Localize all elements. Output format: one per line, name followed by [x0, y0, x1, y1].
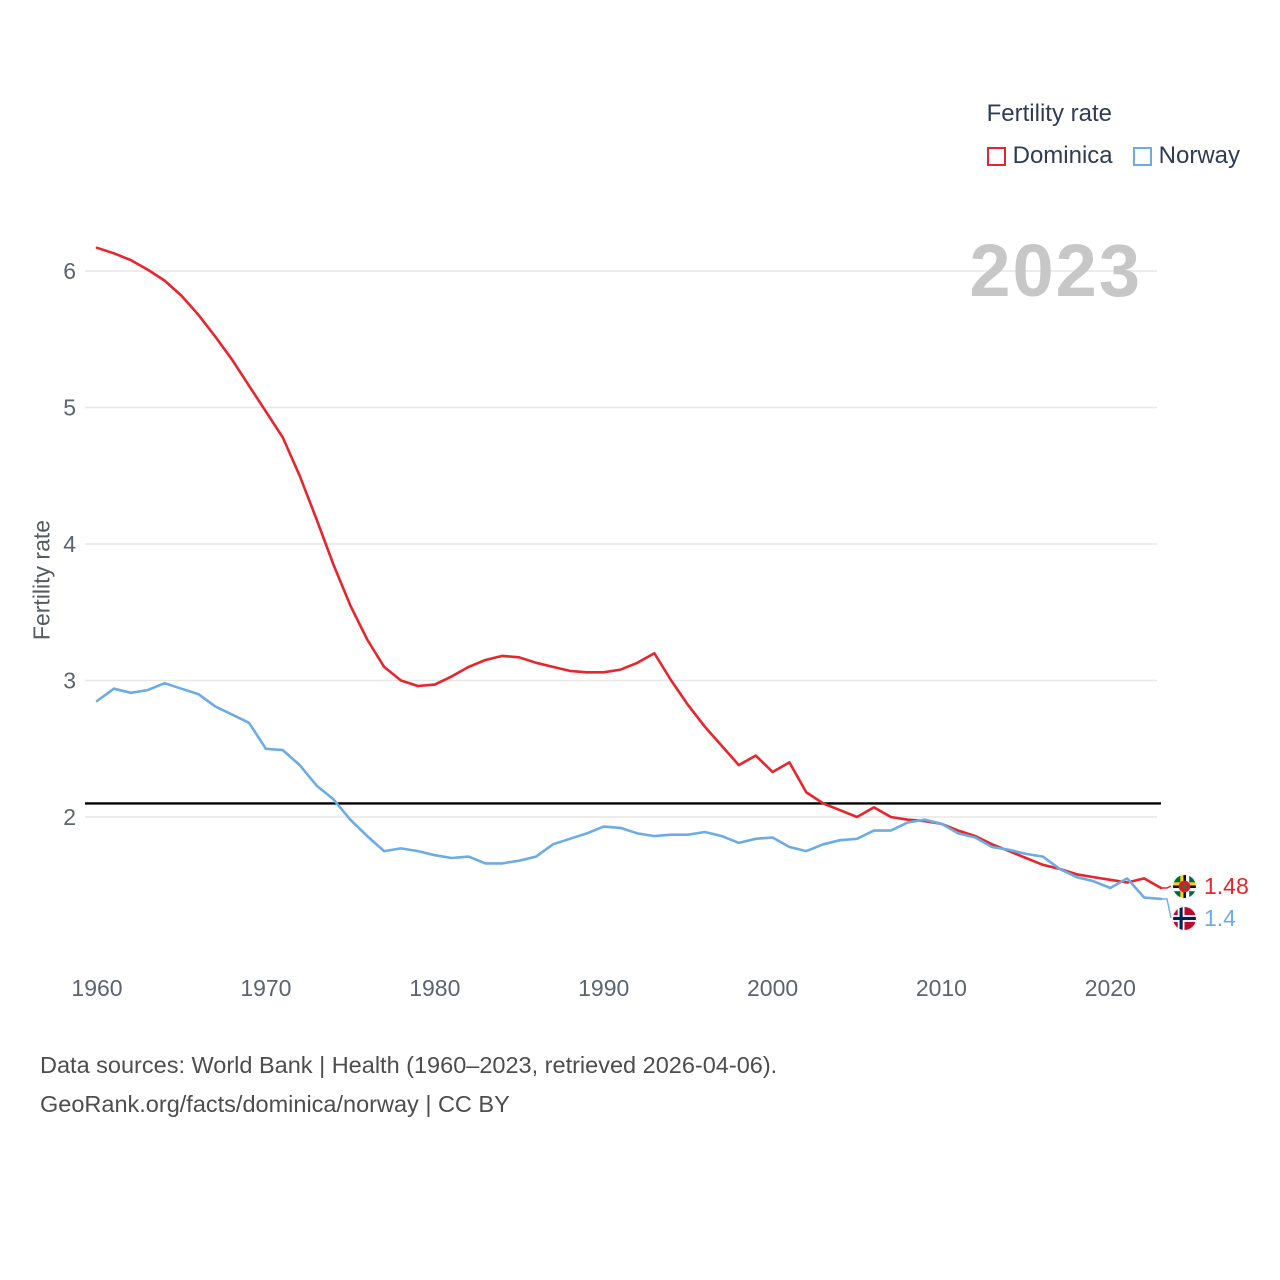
- norway-swatch-icon: [1132, 146, 1152, 166]
- legend-item-dominica: Dominica: [986, 142, 1113, 170]
- norway-flag-icon: [1172, 906, 1197, 931]
- y-tick-label: 5: [63, 395, 76, 421]
- y-axis-ticks: 2 3 4 5 6: [63, 258, 76, 830]
- data-source-footer: Data sources: World Bank | Health (1960–…: [40, 1046, 777, 1124]
- legend-label-dominica: Dominica: [1012, 142, 1113, 169]
- legend-title: Fertility rate: [986, 100, 1112, 127]
- data-source-line: Data sources: World Bank | Health (1960–…: [40, 1052, 778, 1078]
- x-tick-label: 2010: [916, 975, 967, 1001]
- legend-label-norway: Norway: [1158, 142, 1240, 169]
- dominica-swatch-icon: [986, 146, 1006, 166]
- year-watermark: 2023: [969, 229, 1142, 312]
- x-tick-label: 1980: [409, 975, 460, 1001]
- x-tick-label: 2020: [1085, 975, 1136, 1001]
- connector-dominica: [1161, 885, 1172, 889]
- chart-legend: Fertility rate Dominica Norway: [986, 100, 1240, 170]
- fertility-chart-canvas: 2 3 4 5 6 1960 1970 1980 1990 2000 2010 2020: [63, 246, 1172, 1001]
- x-axis-ticks: 1960 1970 1980 1990 2000 2010 2020: [71, 975, 1135, 1001]
- x-tick-label: 1970: [240, 975, 291, 1001]
- x-tick-label: 2000: [747, 975, 798, 1001]
- attribution-line: GeoRank.org/facts/dominica/norway | CC B…: [40, 1091, 510, 1117]
- series-line-dominica: [95, 246, 1163, 890]
- y-axis-title: Fertility rate: [28, 519, 55, 641]
- y-tick-label: 6: [63, 258, 76, 284]
- end-value-norway: 1.4: [1204, 905, 1236, 931]
- legend-items: Dominica Norway: [986, 142, 1240, 170]
- dominica-flag-icon: [1172, 874, 1197, 899]
- end-label-dominica: 1.48: [1172, 873, 1249, 900]
- y-tick-label: 4: [63, 531, 76, 557]
- end-label-connectors: [1161, 885, 1172, 919]
- connector-norway: [1161, 898, 1172, 919]
- series-line-norway: [95, 681, 1163, 901]
- x-tick-label: 1960: [71, 975, 122, 1001]
- end-label-norway: 1.4: [1172, 905, 1236, 932]
- series-lines: [95, 246, 1163, 901]
- legend-item-norway: Norway: [1132, 142, 1240, 170]
- x-tick-label: 1990: [578, 975, 629, 1001]
- y-tick-label: 2: [63, 804, 76, 830]
- y-tick-label: 3: [63, 668, 76, 694]
- end-value-dominica: 1.48: [1204, 873, 1249, 899]
- gridlines: [85, 270, 1157, 818]
